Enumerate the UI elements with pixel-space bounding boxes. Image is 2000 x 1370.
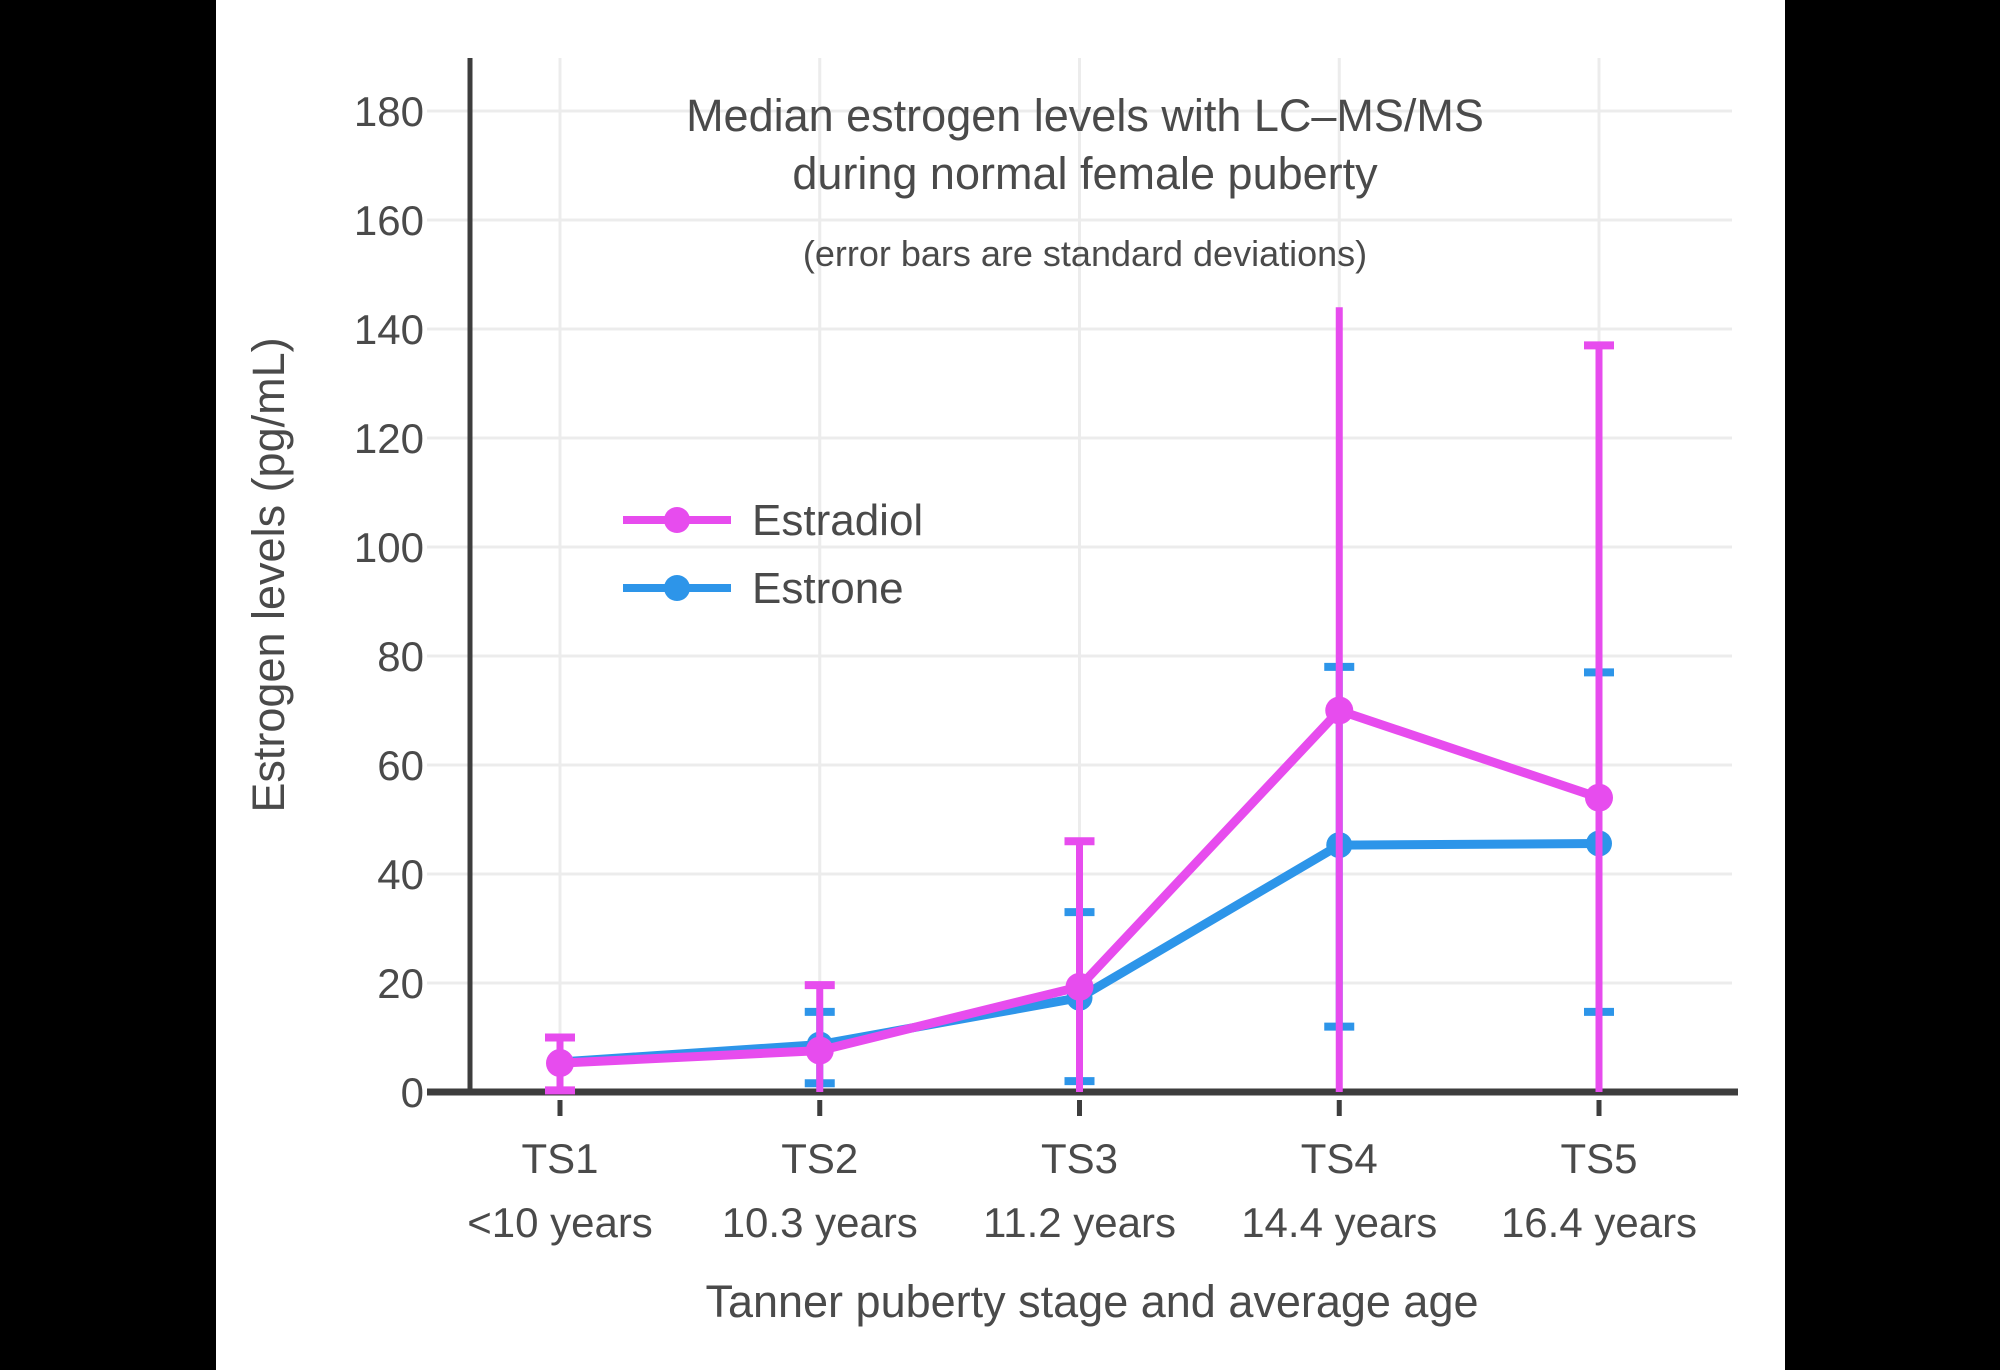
x-tick-label-age: 11.2 years xyxy=(983,1199,1176,1246)
y-axis-title: Estrogen levels (pg/mL) xyxy=(243,337,294,812)
chart-title-line2: during normal female puberty xyxy=(792,148,1378,199)
data-point-estradiol xyxy=(1585,783,1613,812)
legend: Estradiol Estrone xyxy=(623,496,923,613)
legend-marker-estradiol xyxy=(664,507,690,533)
tick-labels-layer: 0 20 40 60 80 100 120 140 160 180 TS1 <10 years TS2 1… xyxy=(354,88,1697,1246)
x-tick-label-stage: TS3 xyxy=(1041,1135,1118,1182)
y-tick-label: 60 xyxy=(377,742,424,789)
y-tick-label: 20 xyxy=(377,960,424,1007)
x-tick-label-age: <10 years xyxy=(467,1199,653,1246)
y-tick-label: 120 xyxy=(354,415,424,462)
legend-label-estradiol: Estradiol xyxy=(752,496,923,545)
x-tick-label-stage: TS1 xyxy=(521,1135,598,1182)
y-tick-label: 100 xyxy=(354,524,424,571)
x-tick-label-stage: TS2 xyxy=(781,1135,858,1182)
x-tick-label-age: 10.3 years xyxy=(722,1199,918,1246)
y-tick-label: 160 xyxy=(354,197,424,244)
legend-item-estrone: Estrone xyxy=(623,564,904,613)
y-tick-label: 0 xyxy=(401,1069,424,1116)
chart-subtitle: (error bars are standard deviations) xyxy=(803,233,1367,274)
x-axis-title: Tanner puberty stage and average age xyxy=(705,1276,1478,1327)
data-layer xyxy=(545,307,1614,1095)
x-tick-label-age: 16.4 years xyxy=(1501,1199,1697,1246)
chart-title-line1: Median estrogen levels with LC–MS/MS xyxy=(686,90,1484,141)
y-tick-label: 40 xyxy=(377,851,424,898)
data-point-estradiol xyxy=(805,1036,834,1065)
data-point-estradiol xyxy=(1065,972,1094,1001)
legend-marker-estrone xyxy=(664,575,690,601)
y-tick-label: 180 xyxy=(354,88,424,135)
chart-canvas xyxy=(216,0,1785,1370)
legend-label-estrone: Estrone xyxy=(752,564,904,613)
data-point-estradiol xyxy=(546,1049,574,1078)
x-tick-label-stage: TS4 xyxy=(1301,1135,1378,1182)
x-tick-label-age: 14.4 years xyxy=(1241,1199,1437,1246)
x-tick-label-stage: TS5 xyxy=(1560,1135,1637,1182)
y-tick-label: 140 xyxy=(354,306,424,353)
data-point-estradiol xyxy=(1325,696,1354,725)
y-tick-label: 80 xyxy=(377,633,424,680)
legend-item-estradiol: Estradiol xyxy=(623,496,923,545)
